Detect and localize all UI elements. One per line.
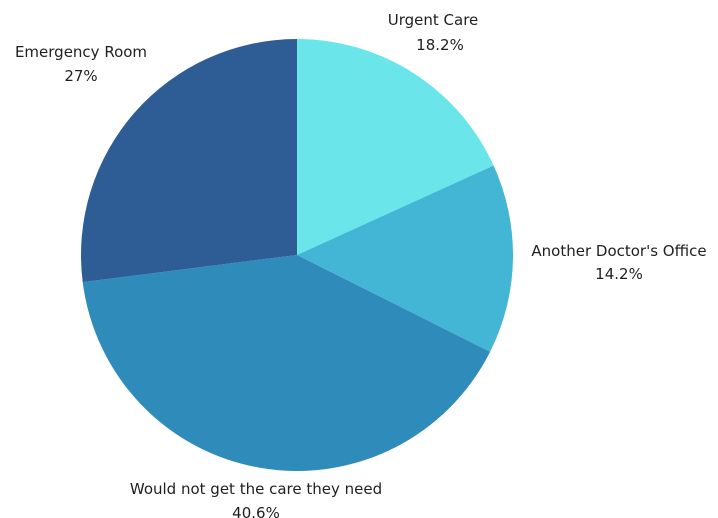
pie-labels: Urgent Care 18.2% Another Doctor's Offic… <box>15 11 707 518</box>
slice-urgent-care <box>297 39 494 255</box>
value-another-doctors-office: 14.2% <box>595 265 643 283</box>
slice-would-not-get-care <box>82 255 491 472</box>
label-another-doctors-office: Another Doctor's Office <box>531 242 706 260</box>
value-urgent-care: 18.2% <box>416 36 464 54</box>
slice-another-doctors-office <box>297 165 513 352</box>
value-would-not-get-care: 40.6% <box>232 504 280 518</box>
label-emergency-room: Emergency Room <box>15 43 147 61</box>
label-urgent-care: Urgent Care <box>388 11 479 29</box>
pie-slices <box>80 39 513 472</box>
value-emergency-room: 27% <box>64 67 97 85</box>
slice-emergency-room <box>80 39 297 283</box>
label-would-not-get-care: Would not get the care they need <box>130 480 382 498</box>
